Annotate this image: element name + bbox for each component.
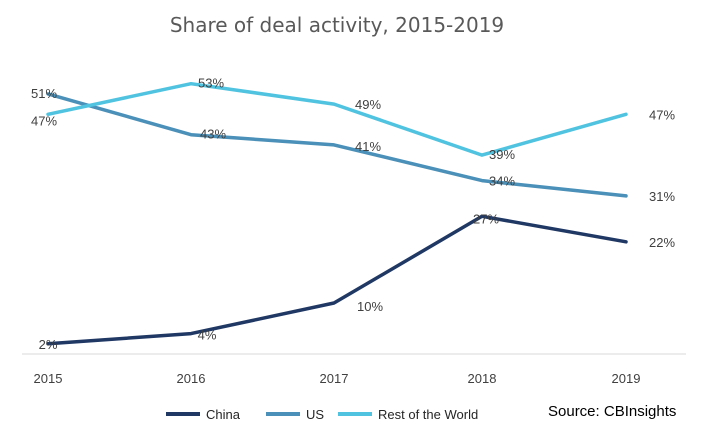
data-label: 31% xyxy=(649,189,675,204)
x-tick-label: 2018 xyxy=(468,371,497,386)
data-label: 51% xyxy=(31,86,57,101)
data-label: 22% xyxy=(649,235,675,250)
x-tick-label: 2019 xyxy=(612,371,641,386)
series-lines xyxy=(46,81,628,346)
data-label: 2% xyxy=(39,337,58,352)
x-tick-label: 2015 xyxy=(34,371,63,386)
data-label: 43% xyxy=(200,127,226,142)
data-label: 4% xyxy=(198,328,217,343)
legend-label: China xyxy=(206,407,241,422)
legend: China US Rest of the World xyxy=(166,407,478,422)
x-axis-ticks: 2015 2016 2017 2018 2019 xyxy=(34,371,641,386)
series-line-us xyxy=(46,92,628,198)
x-tick-label: 2017 xyxy=(320,371,349,386)
data-labels: 2% 4% 10% 27% 22% 51% 43% 41% 34% 31% 47% 53% 49% 39%… xyxy=(31,76,675,352)
data-label: 39% xyxy=(489,147,515,162)
legend-label: Rest of the World xyxy=(378,407,478,422)
data-label: 49% xyxy=(355,97,381,112)
chart-title: Share of deal activity, 2015-2019 xyxy=(170,13,504,37)
data-label: 53% xyxy=(198,76,224,91)
data-label: 47% xyxy=(649,107,675,122)
data-label: 27% xyxy=(473,211,499,226)
data-label: 10% xyxy=(357,299,383,314)
legend-label: US xyxy=(306,407,324,422)
series-line-china xyxy=(46,214,628,346)
data-label: 34% xyxy=(489,174,515,189)
data-label: 41% xyxy=(355,139,381,154)
x-tick-label: 2016 xyxy=(177,371,206,386)
data-label: 47% xyxy=(31,113,57,128)
source-note: Source: CBInsights xyxy=(548,403,676,420)
series-line-rest-of-the-world xyxy=(46,81,628,157)
